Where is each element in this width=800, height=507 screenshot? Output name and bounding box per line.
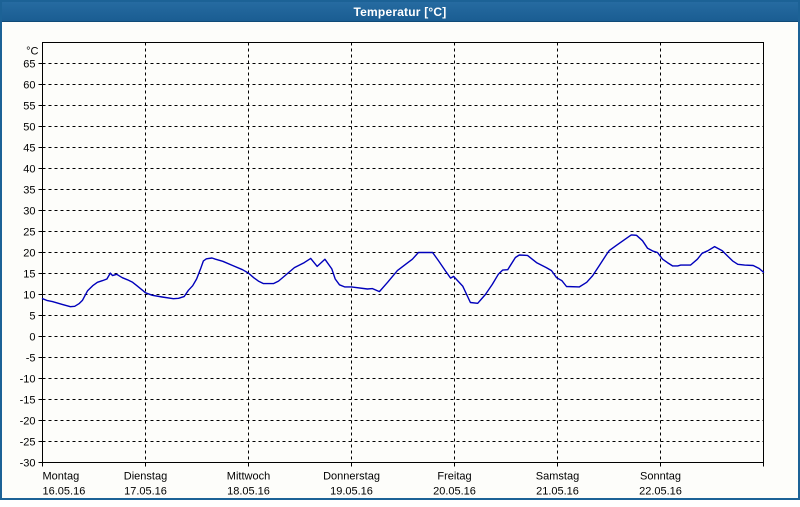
x-day-label: Freitag xyxy=(437,471,471,483)
temperature-line xyxy=(41,234,765,308)
x-date-label: 20.05.16 xyxy=(433,486,476,498)
y-tick-label: -15 xyxy=(20,395,36,407)
y-tick-label: 55 xyxy=(23,101,35,113)
x-day-label: Montag xyxy=(43,471,80,483)
x-day-label: Dienstag xyxy=(124,471,167,483)
x-date-label: 21.05.16 xyxy=(536,486,579,498)
y-tick-label: -5 xyxy=(26,353,36,365)
y-tick-label: 60 xyxy=(23,80,35,92)
y-tick-label: -10 xyxy=(20,374,36,386)
y-tick-label: 10 xyxy=(23,290,35,302)
y-tick-label: 65 xyxy=(23,59,35,71)
window-titlebar: Temperatur [°C] xyxy=(2,2,798,22)
y-tick-label: 40 xyxy=(23,164,35,176)
x-date-label: 19.05.16 xyxy=(330,486,373,498)
y-tick-label: 5 xyxy=(29,311,35,323)
y-tick-label: 0 xyxy=(29,332,35,344)
y-tick-label: 25 xyxy=(23,227,35,239)
x-date-label: 18.05.16 xyxy=(227,486,270,498)
y-tick-label: 15 xyxy=(23,269,35,281)
y-tick-label: 50 xyxy=(23,122,35,134)
x-date-label: 16.05.16 xyxy=(43,486,86,498)
x-day-label: Donnerstag xyxy=(323,471,380,483)
x-day-label: Mittwoch xyxy=(227,471,270,483)
x-date-label: 17.05.16 xyxy=(124,486,167,498)
y-tick-label: -30 xyxy=(20,458,36,470)
y-tick-label: 35 xyxy=(23,185,35,197)
y-tick-label: 45 xyxy=(23,143,35,155)
y-axis-unit-label: °C xyxy=(26,46,38,58)
window-title: Temperatur [°C] xyxy=(353,4,447,19)
y-tick-label: -25 xyxy=(20,437,36,449)
x-day-label: Samstag xyxy=(536,471,579,483)
y-tick-label: 20 xyxy=(23,248,35,260)
x-day-label: Sonntag xyxy=(640,471,681,483)
x-date-label: 22.05.16 xyxy=(639,486,682,498)
y-tick-label: -20 xyxy=(20,416,36,428)
plot-frame xyxy=(42,42,764,463)
y-tick-label: 30 xyxy=(23,206,35,218)
